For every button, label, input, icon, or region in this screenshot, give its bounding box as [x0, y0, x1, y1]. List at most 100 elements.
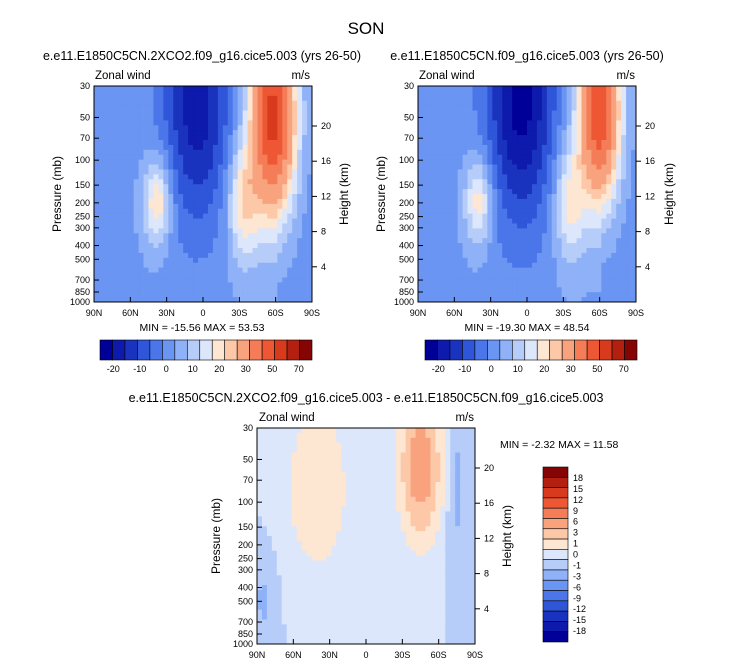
contour-cell: [311, 496, 317, 503]
contour-cell: [138, 125, 144, 131]
contour-cell: [361, 496, 367, 503]
contour-cell: [561, 243, 568, 249]
contour-cell: [316, 560, 322, 566]
contour-cell: [536, 233, 543, 239]
contour-cell: [457, 282, 463, 288]
contour-cell: [512, 208, 518, 215]
contour-cell: [252, 292, 258, 298]
contour-cell: [261, 428, 268, 434]
contour-cell: [621, 169, 627, 175]
contour-cell: [442, 125, 449, 131]
contour-cell: [581, 105, 587, 111]
contour-cell: [267, 287, 273, 293]
contour-cell: [591, 184, 597, 190]
contour-cell: [316, 614, 322, 620]
contour-cell: [297, 95, 303, 102]
contour-cell: [281, 526, 288, 532]
contour-cell: [492, 189, 498, 195]
contour-cell: [247, 213, 253, 219]
contour-cell: [336, 565, 342, 571]
contour-cell: [432, 233, 439, 239]
contour-cell: [272, 292, 278, 298]
contour-cell: [356, 486, 362, 493]
contour-cell: [108, 110, 115, 116]
contour-cell: [472, 90, 478, 97]
contour-cell: [277, 282, 283, 288]
contour-cell: [531, 243, 538, 249]
contour-cell: [311, 482, 317, 488]
contour-cell: [307, 262, 313, 269]
contour-cell: [148, 105, 154, 111]
contour-cell: [522, 135, 528, 141]
colorbar-swatch: [449, 339, 463, 361]
contour-cell: [418, 297, 424, 303]
contour-cell: [512, 179, 518, 185]
contour-cell: [133, 90, 139, 97]
contour-cell: [561, 184, 568, 190]
contour-cell: [276, 536, 283, 542]
contour-cell: [277, 149, 283, 156]
contour-cell: [467, 233, 473, 239]
contour-cell: [287, 110, 293, 116]
contour-cell: [611, 95, 617, 102]
contour-cell: [591, 174, 597, 180]
contour-cell: [148, 194, 154, 200]
contour-cell: [606, 257, 612, 264]
contour-cell: [566, 115, 572, 121]
contour-cell: [467, 154, 473, 161]
contour-cell: [581, 218, 587, 224]
contour-cell: [326, 545, 332, 552]
contour-cell: [138, 272, 144, 278]
contour-cell: [173, 100, 179, 107]
contour-cell: [133, 198, 139, 205]
contour-cell: [207, 243, 214, 249]
contour-cell: [316, 526, 322, 532]
contour-cell: [291, 432, 298, 439]
contour-cell: [302, 228, 308, 234]
contour-cell: [616, 267, 622, 273]
contour-cell: [551, 248, 558, 254]
contour-cell: [282, 194, 288, 200]
contour-cell: [296, 472, 302, 478]
contour-cell: [291, 516, 298, 522]
contour-cell: [447, 164, 454, 170]
contour-cell: [482, 233, 488, 239]
contour-cell: [113, 86, 120, 92]
contour-cell: [356, 555, 362, 561]
contour-cell: [272, 169, 278, 175]
contour-cell: [467, 292, 473, 298]
contour-cell: [432, 125, 439, 131]
contour-cell: [596, 120, 602, 126]
contour-cell: [536, 287, 543, 293]
contour-cell: [442, 174, 449, 180]
contour-cell: [271, 521, 278, 527]
contour-cell: [188, 277, 194, 283]
contour-cell: [271, 555, 278, 561]
contour-cell: [237, 159, 244, 165]
contour-cell: [611, 238, 617, 244]
contour-cell: [217, 272, 224, 278]
contour-cell: [442, 267, 449, 273]
contour-cell: [306, 594, 312, 601]
contour-cell: [418, 189, 424, 195]
contour-cell: [173, 179, 179, 185]
contour-cell: [94, 218, 100, 224]
contour-cell: [296, 511, 302, 517]
contour-cell: [292, 233, 298, 239]
contour-cell: [531, 248, 538, 254]
contour-cell: [631, 144, 637, 151]
contour-cell: [148, 208, 154, 215]
contour-cell: [94, 184, 100, 190]
contour-cell: [281, 604, 288, 611]
contour-cell: [437, 174, 444, 180]
contour-cell: [262, 194, 268, 200]
contour-cell: [321, 570, 327, 576]
contour-cell: [591, 105, 597, 111]
contour-cell: [517, 198, 523, 205]
contour-cell: [517, 297, 523, 303]
contour-cell: [286, 428, 293, 434]
contour-cell: [301, 457, 307, 463]
contour-cell: [227, 169, 234, 175]
contour-cell: [541, 213, 548, 219]
contour-cell: [422, 164, 429, 170]
